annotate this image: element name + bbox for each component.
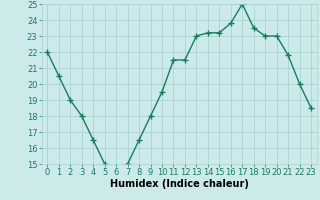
X-axis label: Humidex (Indice chaleur): Humidex (Indice chaleur) [110,179,249,189]
